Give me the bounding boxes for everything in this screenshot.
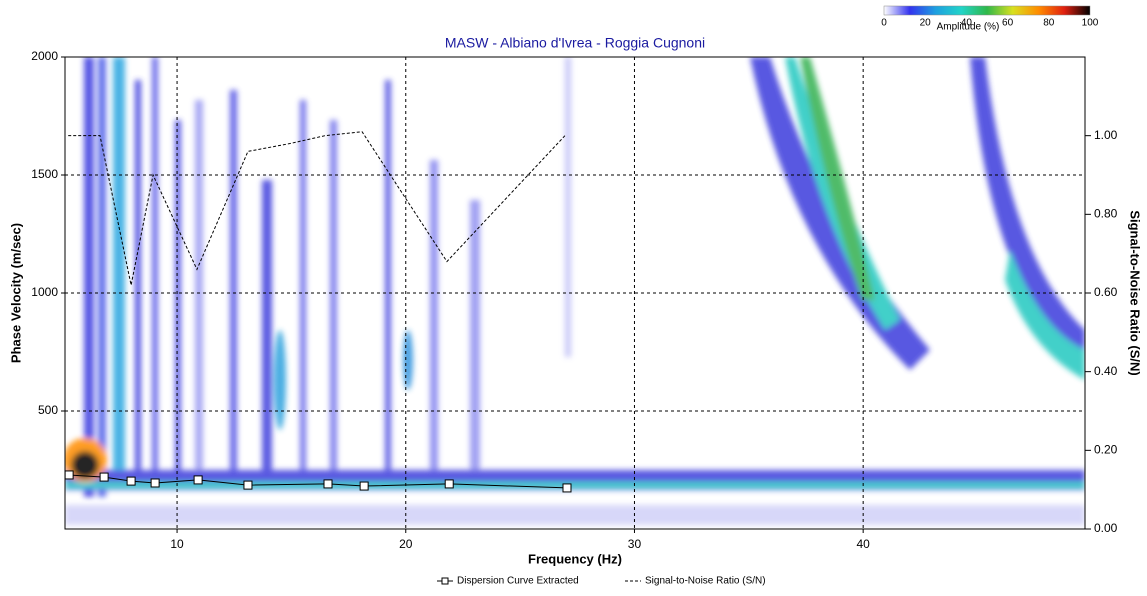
- y-tick-label: 1500: [31, 167, 58, 181]
- data-point: [243, 480, 253, 490]
- series-line: [68, 131, 566, 286]
- colorbar: [883, 5, 1091, 16]
- y-tick-label: 500: [38, 403, 58, 417]
- colorbar-tick-label: 0: [881, 18, 887, 29]
- x-tick-label: 10: [170, 537, 184, 551]
- data-point: [562, 483, 572, 493]
- data-point: [99, 472, 109, 482]
- colorbar-label: Amplitude (%): [937, 22, 1000, 33]
- data-point: [64, 470, 74, 480]
- colorbar-tick-label: 40: [961, 18, 973, 29]
- y-tick-label: 1000: [31, 285, 58, 299]
- series-line: [69, 474, 568, 489]
- y2-axis-label: Signal-to-Noise Ratio (S/N): [1128, 210, 1143, 375]
- colorbar-tick-label: 100: [1082, 18, 1099, 29]
- y2-tick-label: 0.80: [1094, 207, 1118, 221]
- colorbar-tick-label: 60: [1002, 18, 1014, 29]
- y2-tick-label: 0.60: [1094, 285, 1118, 299]
- x-tick-label: 30: [628, 537, 642, 551]
- y-axis-label: Phase Velocity (m/sec): [8, 223, 23, 363]
- data-point: [126, 476, 136, 486]
- legend-label: Signal-to-Noise Ratio (S/N): [645, 576, 766, 587]
- colorbar-tick-label: 80: [1043, 18, 1055, 29]
- x-tick-label: 40: [856, 537, 870, 551]
- data-point: [444, 479, 454, 489]
- data-point: [193, 475, 203, 485]
- y2-tick-label: 0.00: [1094, 521, 1118, 535]
- y-tick-label: 2000: [31, 49, 58, 63]
- y2-tick-label: 0.20: [1094, 443, 1118, 457]
- chart-title: MASW - Albiano d'Ivrea - Roggia Cugnoni: [445, 35, 705, 51]
- data-point: [323, 479, 333, 489]
- y2-tick-label: 1.00: [1094, 128, 1118, 142]
- legend: Dispersion Curve Extracted Signal-to-Nois…: [437, 576, 766, 587]
- data-point: [359, 481, 369, 491]
- spectrum-image: [65, 57, 1085, 529]
- x-axis-label: Frequency (Hz): [528, 551, 622, 566]
- legend-label: Dispersion Curve Extracted: [457, 576, 579, 587]
- colorbar-tick-label: 20: [920, 18, 932, 29]
- data-point: [150, 478, 160, 488]
- legend-marker: [441, 577, 449, 585]
- x-tick-label: 20: [399, 537, 413, 551]
- y2-tick-label: 0.40: [1094, 364, 1118, 378]
